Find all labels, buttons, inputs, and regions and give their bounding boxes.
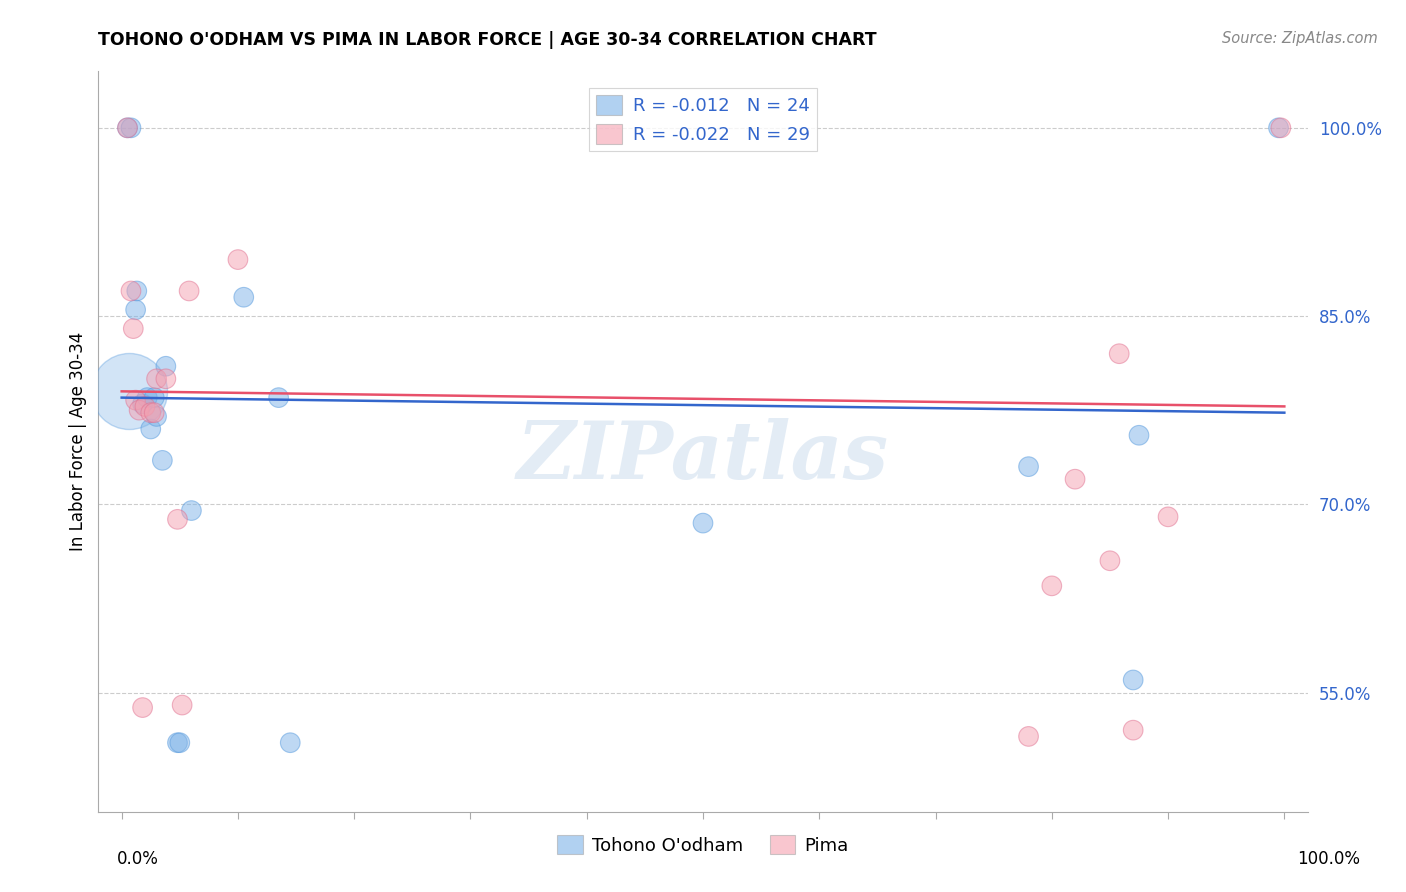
Point [1018,730,1040,744]
Point [1108,347,1130,361]
Point [125,284,148,298]
Point [124,302,146,317]
Point [118,384,141,399]
Point [1018,459,1040,474]
Point [166,736,188,750]
Point [131,397,153,411]
Point [1270,120,1292,135]
Point [169,736,191,750]
Point [232,290,254,304]
Point [131,700,153,714]
Point [1098,554,1121,568]
Point [278,736,301,750]
Point [139,422,162,436]
Text: 0.0%: 0.0% [117,850,159,868]
Point [172,698,194,712]
Point [155,359,177,374]
Point [120,120,142,135]
Point [120,284,142,298]
Point [1122,673,1144,687]
Legend: Tohono O'odham, Pima: Tohono O'odham, Pima [550,828,856,862]
Point [143,406,166,420]
Point [267,391,290,405]
Point [1157,509,1180,524]
Point [128,403,150,417]
Point [117,120,139,135]
Point [166,512,188,526]
Point [145,372,167,386]
Point [692,516,714,530]
Point [1128,428,1150,442]
Point [180,503,202,517]
Text: Source: ZipAtlas.com: Source: ZipAtlas.com [1222,31,1378,46]
Point [179,284,201,298]
Point [122,321,145,335]
Point [1064,472,1087,486]
Y-axis label: In Labor Force | Age 30-34: In Labor Force | Age 30-34 [69,332,87,551]
Point [1122,723,1144,738]
Point [145,409,167,424]
Point [139,406,162,420]
Point [124,393,146,408]
Point [143,391,166,405]
Text: 100.0%: 100.0% [1298,850,1360,868]
Text: TOHONO O'ODHAM VS PIMA IN LABOR FORCE | AGE 30-34 CORRELATION CHART: TOHONO O'ODHAM VS PIMA IN LABOR FORCE | … [98,31,877,49]
Point [1040,579,1063,593]
Point [1267,120,1289,135]
Point [117,120,139,135]
Point [155,372,177,386]
Text: ZIPatlas: ZIPatlas [517,417,889,495]
Point [150,453,173,467]
Point [134,400,156,414]
Point [136,391,159,405]
Point [226,252,249,267]
